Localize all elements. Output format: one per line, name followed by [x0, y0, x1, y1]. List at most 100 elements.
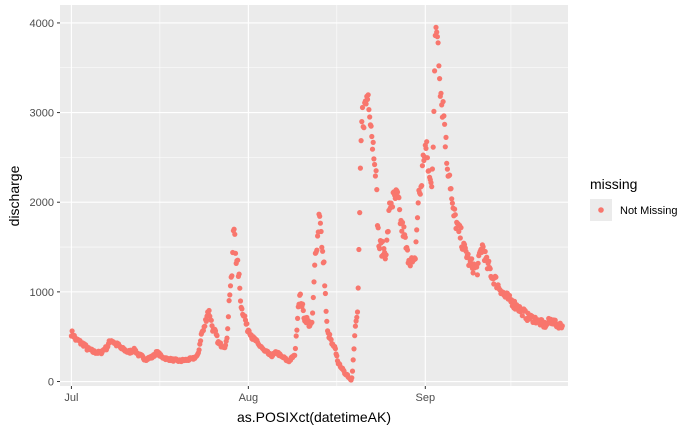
data-point: [300, 301, 306, 307]
data-point: [373, 168, 379, 174]
data-point: [475, 260, 481, 266]
data-point: [203, 318, 209, 324]
data-point: [227, 283, 234, 289]
data-point: [352, 323, 358, 329]
data-point: [441, 113, 447, 119]
data-point: [214, 333, 220, 339]
data-point: [434, 29, 440, 35]
data-point: [449, 200, 455, 206]
data-point: [328, 337, 334, 343]
legend-key-point: [598, 207, 604, 213]
data-point: [429, 166, 435, 172]
data-point: [237, 298, 244, 304]
data-point: [226, 298, 232, 304]
data-point: [309, 319, 315, 325]
data-point: [493, 274, 499, 280]
data-point: [359, 119, 365, 125]
axes: 0 1000 2000 3000 4000 Jul Aug Sep: [30, 18, 436, 404]
data-points: [68, 24, 565, 383]
y-tick-label: 1000: [30, 287, 54, 299]
data-point: [310, 310, 316, 316]
data-point: [438, 90, 444, 96]
data-point: [374, 187, 380, 193]
data-point: [424, 155, 430, 161]
data-point: [225, 326, 231, 332]
y-tick-label: 3000: [30, 108, 54, 120]
data-point: [227, 292, 233, 298]
data-point: [480, 244, 486, 250]
data-point: [363, 101, 369, 107]
data-point: [320, 248, 326, 254]
data-point: [444, 166, 450, 172]
data-point: [415, 200, 421, 206]
data-point: [440, 99, 446, 105]
data-point: [419, 163, 425, 169]
data-point: [350, 357, 356, 363]
y-tick-label: 2000: [30, 197, 54, 209]
data-point: [469, 256, 475, 262]
data-point: [357, 210, 363, 216]
data-point: [487, 266, 493, 272]
data-point: [452, 206, 458, 212]
data-point: [465, 251, 471, 257]
data-point: [314, 247, 320, 253]
data-point: [371, 156, 377, 162]
data-point: [235, 257, 241, 263]
data-point: [372, 161, 378, 168]
data-point: [292, 352, 298, 358]
data-point: [310, 294, 316, 301]
x-tick-label: Sep: [416, 392, 436, 404]
data-point: [382, 256, 388, 262]
data-point: [321, 259, 327, 265]
y-tick-label: 0: [48, 377, 54, 389]
data-point: [332, 346, 338, 352]
data-point: [424, 139, 430, 145]
x-tick-label: Jul: [64, 392, 78, 404]
data-point: [354, 309, 361, 315]
data-point: [404, 247, 411, 253]
data-point: [196, 347, 202, 353]
data-point: [396, 195, 402, 201]
data-point: [327, 331, 333, 338]
data-point: [447, 172, 453, 178]
data-point: [224, 335, 230, 341]
data-point: [317, 220, 323, 226]
data-point: [297, 291, 303, 297]
data-point: [358, 138, 364, 144]
plot-panel: [60, 5, 568, 386]
data-point: [419, 183, 425, 189]
data-point: [323, 308, 329, 314]
data-point: [322, 283, 328, 289]
data-point: [394, 189, 401, 195]
data-point: [428, 180, 434, 186]
data-point: [437, 76, 443, 82]
data-point: [402, 234, 408, 240]
data-point: [379, 238, 386, 245]
data-point: [389, 204, 396, 210]
legend-label-not-missing: Not Missing: [620, 205, 677, 217]
data-point: [236, 271, 242, 277]
data-point: [352, 333, 358, 339]
data-point: [414, 227, 420, 233]
data-point: [357, 165, 363, 171]
data-point: [222, 342, 229, 348]
data-point: [442, 144, 448, 150]
data-point: [559, 323, 565, 329]
data-point: [385, 228, 391, 235]
data-point: [322, 290, 328, 297]
data-point: [470, 270, 476, 276]
data-point: [458, 225, 464, 231]
data-point: [375, 225, 381, 231]
data-point: [482, 248, 488, 255]
data-point: [242, 313, 248, 319]
data-point: [355, 285, 361, 291]
data-point: [354, 314, 360, 320]
data-point: [319, 244, 325, 250]
data-point: [351, 346, 357, 352]
data-point: [457, 235, 463, 241]
data-point: [225, 314, 231, 320]
data-point: [430, 144, 436, 150]
data-point: [231, 226, 237, 232]
data-point: [370, 139, 376, 145]
